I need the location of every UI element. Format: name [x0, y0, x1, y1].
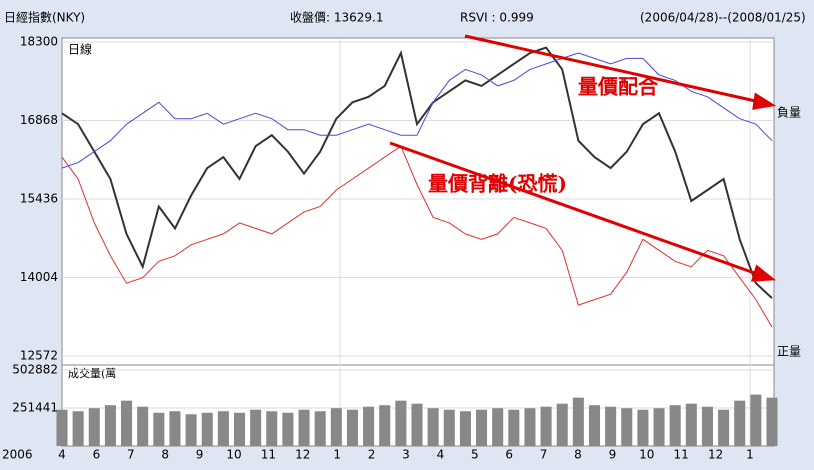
volume-bar	[637, 409, 649, 446]
x-tick-label: 10	[226, 448, 241, 462]
volume-bar	[605, 406, 617, 446]
arrows	[389, 34, 777, 282]
volume-bar	[653, 408, 665, 446]
side-label: 正量	[777, 345, 801, 359]
volume-bar	[766, 397, 778, 446]
volume-bar	[395, 400, 407, 446]
x-tick-label: 3	[402, 448, 410, 462]
series-line	[61, 145, 773, 328]
volume-bar	[524, 408, 536, 446]
volume-bar	[363, 406, 375, 446]
x-tick-label: 10	[639, 448, 654, 462]
volume-bar	[88, 408, 100, 446]
y-tick-label: 18300	[20, 35, 58, 49]
rsvi-label: RSVI : 0.999	[460, 11, 534, 25]
volume-bar	[72, 411, 84, 446]
x-tick-label: 9	[196, 448, 204, 462]
volume-bar	[233, 412, 246, 446]
arrow	[464, 34, 761, 104]
x-tick-label: 4	[437, 448, 445, 462]
volume-bar	[346, 409, 358, 446]
volume-bar	[734, 400, 746, 446]
volume-label: 成交量(萬	[68, 366, 116, 380]
volume-bar	[492, 408, 504, 446]
y-tick-label: 12572	[20, 349, 58, 363]
x-tick-label: 6	[93, 448, 101, 462]
volume-bar	[411, 403, 423, 446]
volume-bar	[314, 411, 326, 446]
close-label: 收盤價: 13629.1	[290, 11, 383, 25]
y-tick-label: 15436	[20, 192, 58, 206]
volume-bar	[459, 411, 471, 446]
volume-bar	[572, 397, 584, 446]
volume-bar	[556, 403, 568, 446]
y-tick-label: 251441	[12, 401, 58, 415]
volume-bar	[266, 411, 278, 446]
x-tick-label: 12	[708, 448, 723, 462]
volume-bar	[330, 408, 342, 446]
plot-area	[61, 37, 775, 447]
volume-bar	[282, 412, 294, 446]
x-tick-label: 11	[674, 448, 689, 462]
volume-bar	[476, 409, 488, 446]
volume-bar	[443, 409, 455, 446]
y-tick-label: 16868	[20, 113, 58, 127]
volume-bar	[750, 394, 762, 446]
volume-bar	[153, 412, 165, 446]
x-tick-label: 5	[471, 448, 479, 462]
volume-bar	[588, 405, 601, 446]
volume-bar	[169, 411, 181, 446]
volume-bar	[250, 409, 262, 446]
x-tick-label: 8	[161, 448, 169, 462]
volume-bar	[201, 412, 213, 446]
x-tick-label: 6	[505, 448, 513, 462]
panel-label: 日線	[68, 42, 92, 57]
x-tick-label: 1	[746, 448, 754, 462]
volume-bar	[621, 408, 633, 446]
volume-bar	[718, 409, 730, 446]
volume-bar	[56, 409, 68, 446]
volume-bar	[685, 403, 697, 446]
arrow-head	[750, 264, 777, 282]
x-tick-label: 4	[58, 448, 66, 462]
x-tick-label: 9	[609, 448, 617, 462]
title: 日經指數(NKY)	[4, 10, 85, 25]
annotation: 量價配合	[578, 75, 659, 99]
volume-bar	[104, 405, 116, 446]
volume-bar	[669, 405, 681, 446]
date-range: (2006/04/28)--(2008/01/25)	[640, 11, 806, 25]
volume-bar	[185, 414, 197, 446]
side-label: 負量	[777, 106, 801, 120]
volume-bar	[298, 409, 310, 446]
volume-bar	[121, 400, 133, 446]
year-label: 2006	[2, 448, 33, 462]
volume-bar	[701, 406, 713, 446]
y-tick-label: 502882	[12, 363, 58, 377]
y-tick-label: 14004	[20, 270, 58, 284]
series-line	[61, 46, 773, 299]
volume-bar	[427, 408, 439, 446]
x-tick-label: 1	[333, 448, 341, 462]
volume-bar	[379, 405, 391, 446]
x-tick-label: 8	[574, 448, 582, 462]
volume-bar	[217, 411, 229, 446]
x-tick-label: 7	[127, 448, 135, 462]
volume-bar	[540, 406, 552, 446]
annotation: 量價背離(恐慌)	[428, 172, 567, 196]
x-tick-label: 12	[295, 448, 310, 462]
x-tick-label: 7	[540, 448, 548, 462]
series-line	[61, 52, 773, 169]
x-tick-label: 11	[261, 448, 276, 462]
arrow-head	[752, 92, 777, 110]
volume-bar	[137, 406, 149, 446]
arrow	[389, 141, 761, 277]
volume-bar	[508, 409, 520, 446]
x-tick-label: 2	[368, 448, 376, 462]
